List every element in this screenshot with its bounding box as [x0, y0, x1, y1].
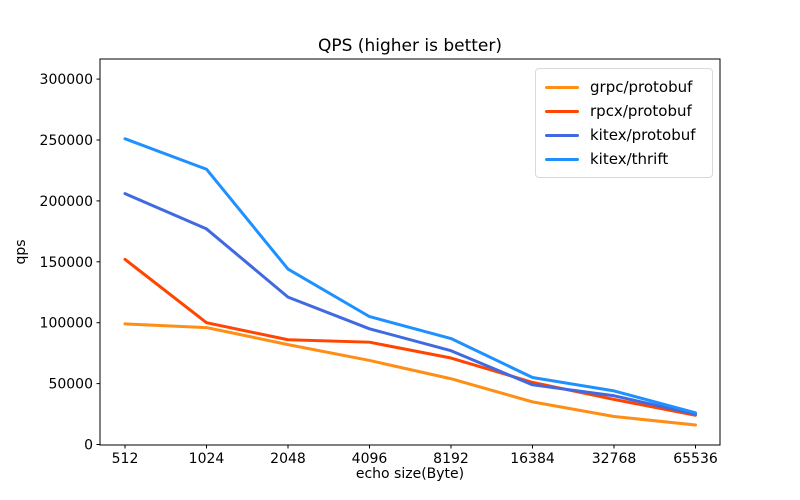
plot-area-border	[99, 58, 721, 446]
legend-item-kitex-protobuf: kitex/protobuf	[545, 124, 704, 147]
x-axis-ticks: 512 1024 2048 4096 8192 16384 32768 65536	[112, 445, 718, 467]
y-tick-label: 250000	[40, 133, 93, 149]
y-tick-label: 50000	[48, 377, 93, 393]
chart-title: QPS (higher is better)	[318, 36, 502, 56]
series-line-grpc-protobuf	[123, 322, 697, 427]
legend: grpc/protobuf rpcx/protobuf kitex/protob…	[535, 68, 713, 178]
legend-swatch-kitex-thrift	[545, 158, 579, 161]
x-tick-label: 8192	[433, 451, 469, 467]
y-tick-label: 0	[84, 438, 93, 454]
legend-label-kitex-thrift: kitex/thrift	[590, 150, 669, 168]
x-tick-label: 1024	[189, 451, 225, 467]
legend-item-rpcx-protobuf: rpcx/protobuf	[545, 100, 704, 123]
x-tick-label: 32768	[592, 451, 637, 467]
x-tick-label: 2048	[270, 451, 306, 467]
legend-item-kitex-thrift: kitex/thrift	[545, 148, 704, 171]
x-tick-label: 16384	[510, 451, 555, 467]
series-line-kitex-thrift	[123, 137, 697, 415]
y-tick-label: 100000	[40, 316, 93, 332]
x-tick-label: 4096	[352, 451, 388, 467]
legend-swatch-kitex-protobuf	[545, 134, 579, 137]
x-tick-label: 65536	[673, 451, 718, 467]
legend-item-grpc-protobuf: grpc/protobuf	[545, 76, 704, 99]
y-tick-label: 150000	[40, 255, 93, 271]
x-tick-label: 512	[112, 451, 139, 467]
series-line-rpcx-protobuf	[123, 257, 697, 417]
legend-label-grpc-protobuf: grpc/protobuf	[590, 78, 693, 96]
legend-swatch-rpcx-protobuf	[545, 110, 579, 113]
x-axis-label: echo size(Byte)	[356, 466, 464, 482]
legend-label-rpcx-protobuf: rpcx/protobuf	[590, 102, 692, 120]
y-axis-label: qps	[13, 239, 29, 264]
series-lines	[123, 137, 697, 427]
series-line-kitex-protobuf	[123, 192, 697, 416]
y-axis-ticks: 0 50000 100000 150000 200000 250000 300000	[40, 72, 100, 454]
y-tick-label: 300000	[40, 72, 93, 88]
y-tick-label: 200000	[40, 194, 93, 210]
legend-swatch-grpc-protobuf	[545, 86, 579, 89]
legend-label-kitex-protobuf: kitex/protobuf	[590, 126, 696, 144]
